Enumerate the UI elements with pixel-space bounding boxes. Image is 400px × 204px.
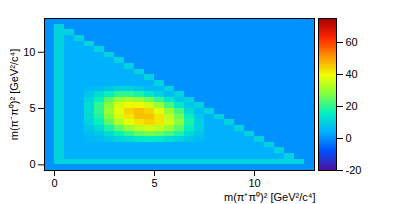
svg-text:m(π⁺π⁰)² [GeV²/c⁴]: m(π⁺π⁰)² [GeV²/c⁴] [224,191,315,203]
svg-text:m(π⁻π⁰)² [GeV²/c⁴]: m(π⁻π⁰)² [GeV²/c⁴] [8,49,20,140]
svg-text:60: 60 [346,36,358,48]
svg-text:5: 5 [151,177,157,189]
svg-text:-20: -20 [346,164,362,176]
svg-text:10: 10 [248,177,260,189]
svg-text:40: 40 [346,68,358,80]
svg-text:5: 5 [29,102,35,114]
svg-text:0: 0 [346,132,352,144]
svg-text:10: 10 [23,46,35,58]
svg-text:0: 0 [51,177,57,189]
svg-text:20: 20 [346,100,358,112]
svg-text:0: 0 [29,158,35,170]
